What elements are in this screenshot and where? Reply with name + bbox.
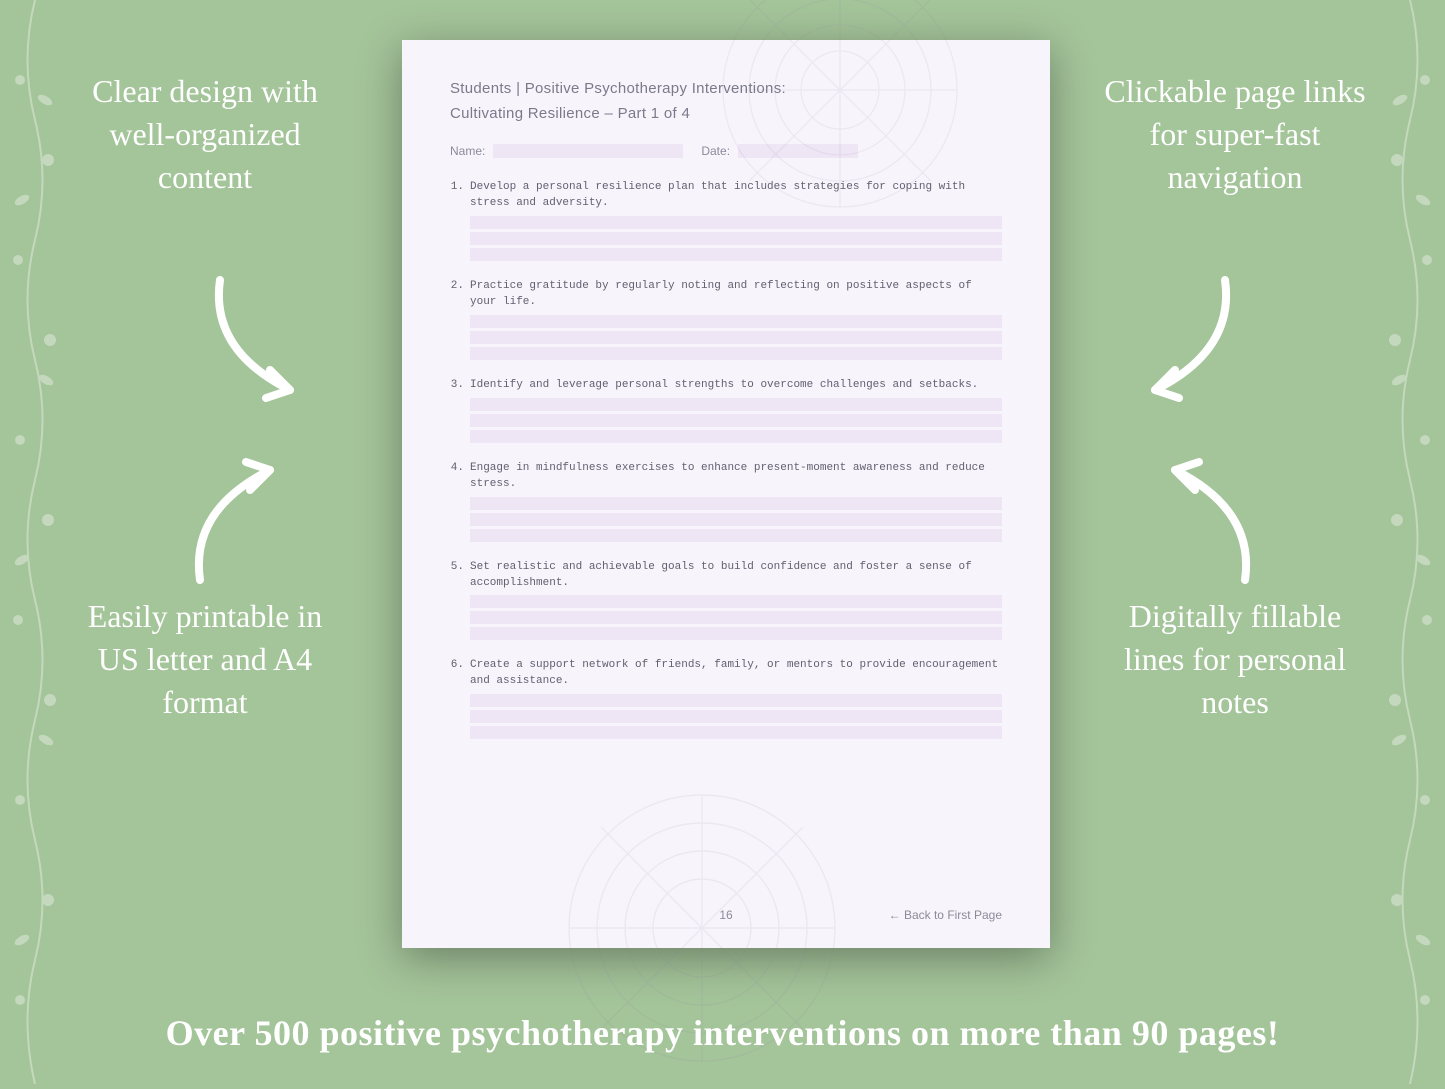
page-footer: 16 ← Back to First Page [450,908,1002,922]
callout-top-left: Clear design with well-organized content [70,70,340,200]
fillable-line[interactable] [470,347,1002,360]
arrow-bottom-right-icon [1115,430,1285,600]
item-text: Set realistic and achievable goals to bu… [470,560,1002,592]
fillable-line[interactable] [470,529,1002,542]
form-row: Name: Date: [450,144,1002,158]
fillable-line[interactable] [470,414,1002,427]
item-text: Develop a personal resilience plan that … [470,180,1002,212]
callout-bottom-right: Digitally fillable lines for personal no… [1095,595,1375,725]
fillable-line[interactable] [470,595,1002,608]
bottom-banner: Over 500 positive psychotherapy interven… [0,1012,1445,1054]
fillable-line[interactable] [470,726,1002,739]
fillable-line[interactable] [470,248,1002,261]
fillable-line[interactable] [470,430,1002,443]
item-number: 4. [450,461,464,493]
worksheet-item: 3. Identify and leverage personal strengt… [450,378,1002,443]
fillable-line[interactable] [470,513,1002,526]
fillable-line[interactable] [470,331,1002,344]
back-to-first-link[interactable]: ← Back to First Page [889,908,1002,922]
item-text: Identify and leverage personal strengths… [470,378,1002,394]
item-number: 1. [450,180,464,212]
date-label: Date: [701,144,730,158]
vine-border-left [0,0,70,1084]
fillable-line[interactable] [470,497,1002,510]
worksheet-item: 5.Set realistic and achievable goals to … [450,560,1002,641]
item-number: 6. [450,658,464,690]
page-subtitle: Cultivating Resilience – Part 1 of 4 [450,105,1002,122]
worksheet-item: 1.Develop a personal resilience plan tha… [450,180,1002,261]
fillable-line[interactable] [470,627,1002,640]
item-number: 3. [450,378,464,394]
callout-top-right: Clickable page links for super-fast navi… [1095,70,1375,200]
arrow-top-left-icon [180,260,350,430]
worksheet-page: Students | Positive Psychotherapy Interv… [402,40,1050,948]
item-number: 5. [450,560,464,592]
fillable-line[interactable] [470,216,1002,229]
fillable-line[interactable] [470,315,1002,328]
item-text: Practice gratitude by regularly noting a… [470,279,1002,311]
name-label: Name: [450,144,485,158]
fillable-line[interactable] [470,611,1002,624]
item-number: 2. [450,279,464,311]
name-input[interactable] [493,144,683,158]
worksheet-item: 6.Create a support network of friends, f… [450,658,1002,739]
item-text: Create a support network of friends, fam… [470,658,1002,690]
worksheet-item: 4.Engage in mindfulness exercises to enh… [450,461,1002,542]
arrow-top-right-icon [1095,260,1265,430]
date-input[interactable] [738,144,858,158]
item-text: Engage in mindfulness exercises to enhan… [470,461,1002,493]
fillable-line[interactable] [470,232,1002,245]
fillable-line[interactable] [470,398,1002,411]
vine-border-right [1375,0,1445,1084]
fillable-line[interactable] [470,710,1002,723]
fillable-line[interactable] [470,694,1002,707]
worksheet-item: 2.Practice gratitude by regularly noting… [450,279,1002,360]
callout-bottom-left: Easily printable in US letter and A4 for… [70,595,340,725]
page-number: 16 [719,908,732,922]
arrow-bottom-left-icon [160,430,330,600]
items-list: 1.Develop a personal resilience plan tha… [450,180,1002,739]
page-header: Students | Positive Psychotherapy Interv… [450,80,1002,97]
